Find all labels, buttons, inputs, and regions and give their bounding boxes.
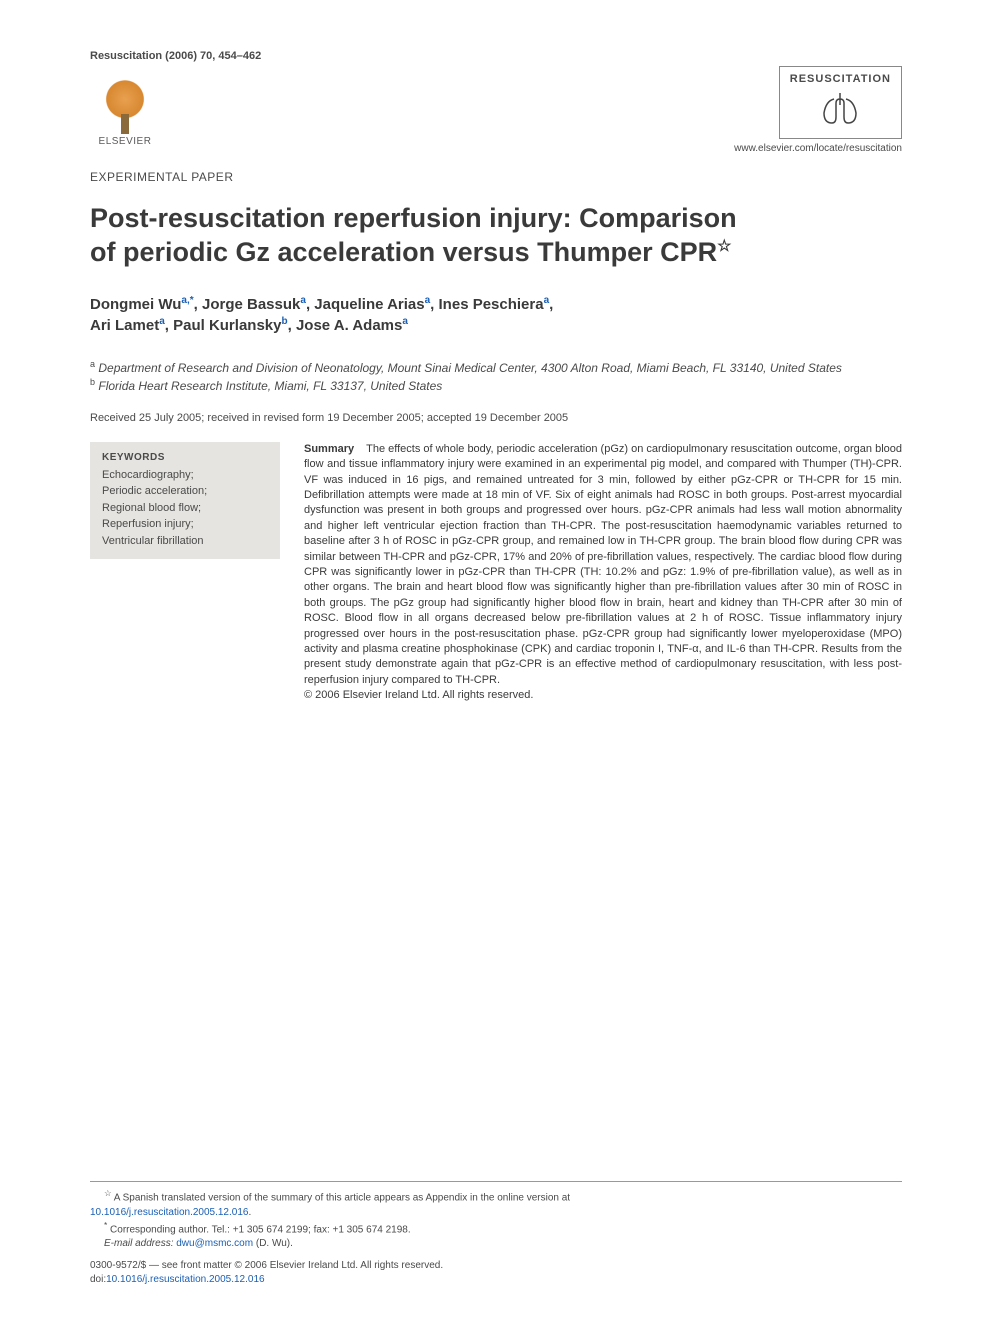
title-footnote-star: ☆	[717, 238, 731, 255]
abstract-copyright: © 2006 Elsevier Ireland Ltd. All rights …	[304, 689, 533, 701]
footer: 0300-9572/$ — see front matter © 2006 El…	[90, 1259, 902, 1287]
author: Jorge Bassuka	[202, 296, 306, 313]
title-line-1: Post-resuscitation reperfusion injury: C…	[90, 203, 737, 233]
affiliation-b: b Florida Heart Research Institute, Miam…	[90, 376, 902, 394]
publisher-logo: ELSEVIER	[90, 76, 160, 154]
keyword-item: Regional blood flow;	[102, 500, 268, 517]
footnote-star-link: 10.1016/j.resuscitation.2005.12.016.	[90, 1206, 902, 1220]
footer-doi: doi:10.1016/j.resuscitation.2005.12.016	[90, 1273, 902, 1287]
content-row: KEYWORDS Echocardiography; Periodic acce…	[90, 442, 902, 704]
author: Ari Lameta	[90, 317, 165, 334]
abstract: SummaryThe effects of whole body, period…	[304, 442, 902, 704]
abstract-text: The effects of whole body, periodic acce…	[304, 443, 902, 686]
email-link[interactable]: dwu@msmc.com	[176, 1238, 253, 1249]
journal-logo-title: RESUSCITATION	[790, 73, 891, 85]
article-title: Post-resuscitation reperfusion injury: C…	[90, 202, 902, 270]
footnote-corresponding: * Corresponding author. Tel.: +1 305 674…	[104, 1220, 902, 1237]
footer-copyright: 0300-9572/$ — see front matter © 2006 El…	[90, 1259, 902, 1273]
keyword-item: Ventricular fibrillation	[102, 533, 268, 550]
paper-type-label: EXPERIMENTAL PAPER	[90, 170, 902, 184]
summary-label: Summary	[304, 443, 354, 455]
title-line-2: of periodic Gz acceleration versus Thump…	[90, 237, 717, 267]
resuscitation-lungs-icon	[816, 89, 864, 127]
footnote-star: ☆ A Spanish translated version of the su…	[104, 1188, 902, 1205]
keywords-list: Echocardiography; Periodic acceleration;…	[102, 467, 268, 550]
author: Ines Peschieraa	[439, 296, 550, 313]
header-row: Resuscitation (2006) 70, 454–462	[90, 50, 902, 62]
author: Dongmei Wua,*	[90, 296, 194, 313]
journal-url: www.elsevier.com/locate/resuscitation	[734, 143, 902, 154]
journal-logo-box: RESUSCITATION www.elsevier.com/locate/re…	[734, 66, 902, 154]
author: Jaqueline Ariasa	[314, 296, 430, 313]
logos-row: ELSEVIER RESUSCITATION www.elsevier.com/…	[90, 66, 902, 154]
article-dates: Received 25 July 2005; received in revis…	[90, 412, 902, 424]
authors-list: Dongmei Wua,*, Jorge Bassuka, Jaqueline …	[90, 294, 902, 336]
keywords-heading: KEYWORDS	[102, 452, 268, 463]
author: Jose A. Adamsa	[296, 317, 408, 334]
journal-logo-frame: RESUSCITATION	[779, 66, 902, 139]
footnote-email: E-mail address: dwu@msmc.com (D. Wu).	[104, 1237, 902, 1251]
elsevier-tree-icon	[95, 76, 155, 134]
publisher-name: ELSEVIER	[99, 136, 152, 147]
keyword-item: Reperfusion injury;	[102, 516, 268, 533]
keywords-box: KEYWORDS Echocardiography; Periodic acce…	[90, 442, 280, 560]
keyword-item: Echocardiography;	[102, 467, 268, 484]
author: Paul Kurlanskyb	[173, 317, 288, 334]
journal-reference: Resuscitation (2006) 70, 454–462	[90, 50, 261, 62]
keyword-item: Periodic acceleration;	[102, 483, 268, 500]
footnotes: ☆ A Spanish translated version of the su…	[90, 1181, 902, 1251]
doi-link[interactable]: 10.1016/j.resuscitation.2005.12.016	[106, 1274, 264, 1285]
affiliation-a: a Department of Research and Division of…	[90, 358, 902, 376]
affiliations: a Department of Research and Division of…	[90, 358, 902, 394]
